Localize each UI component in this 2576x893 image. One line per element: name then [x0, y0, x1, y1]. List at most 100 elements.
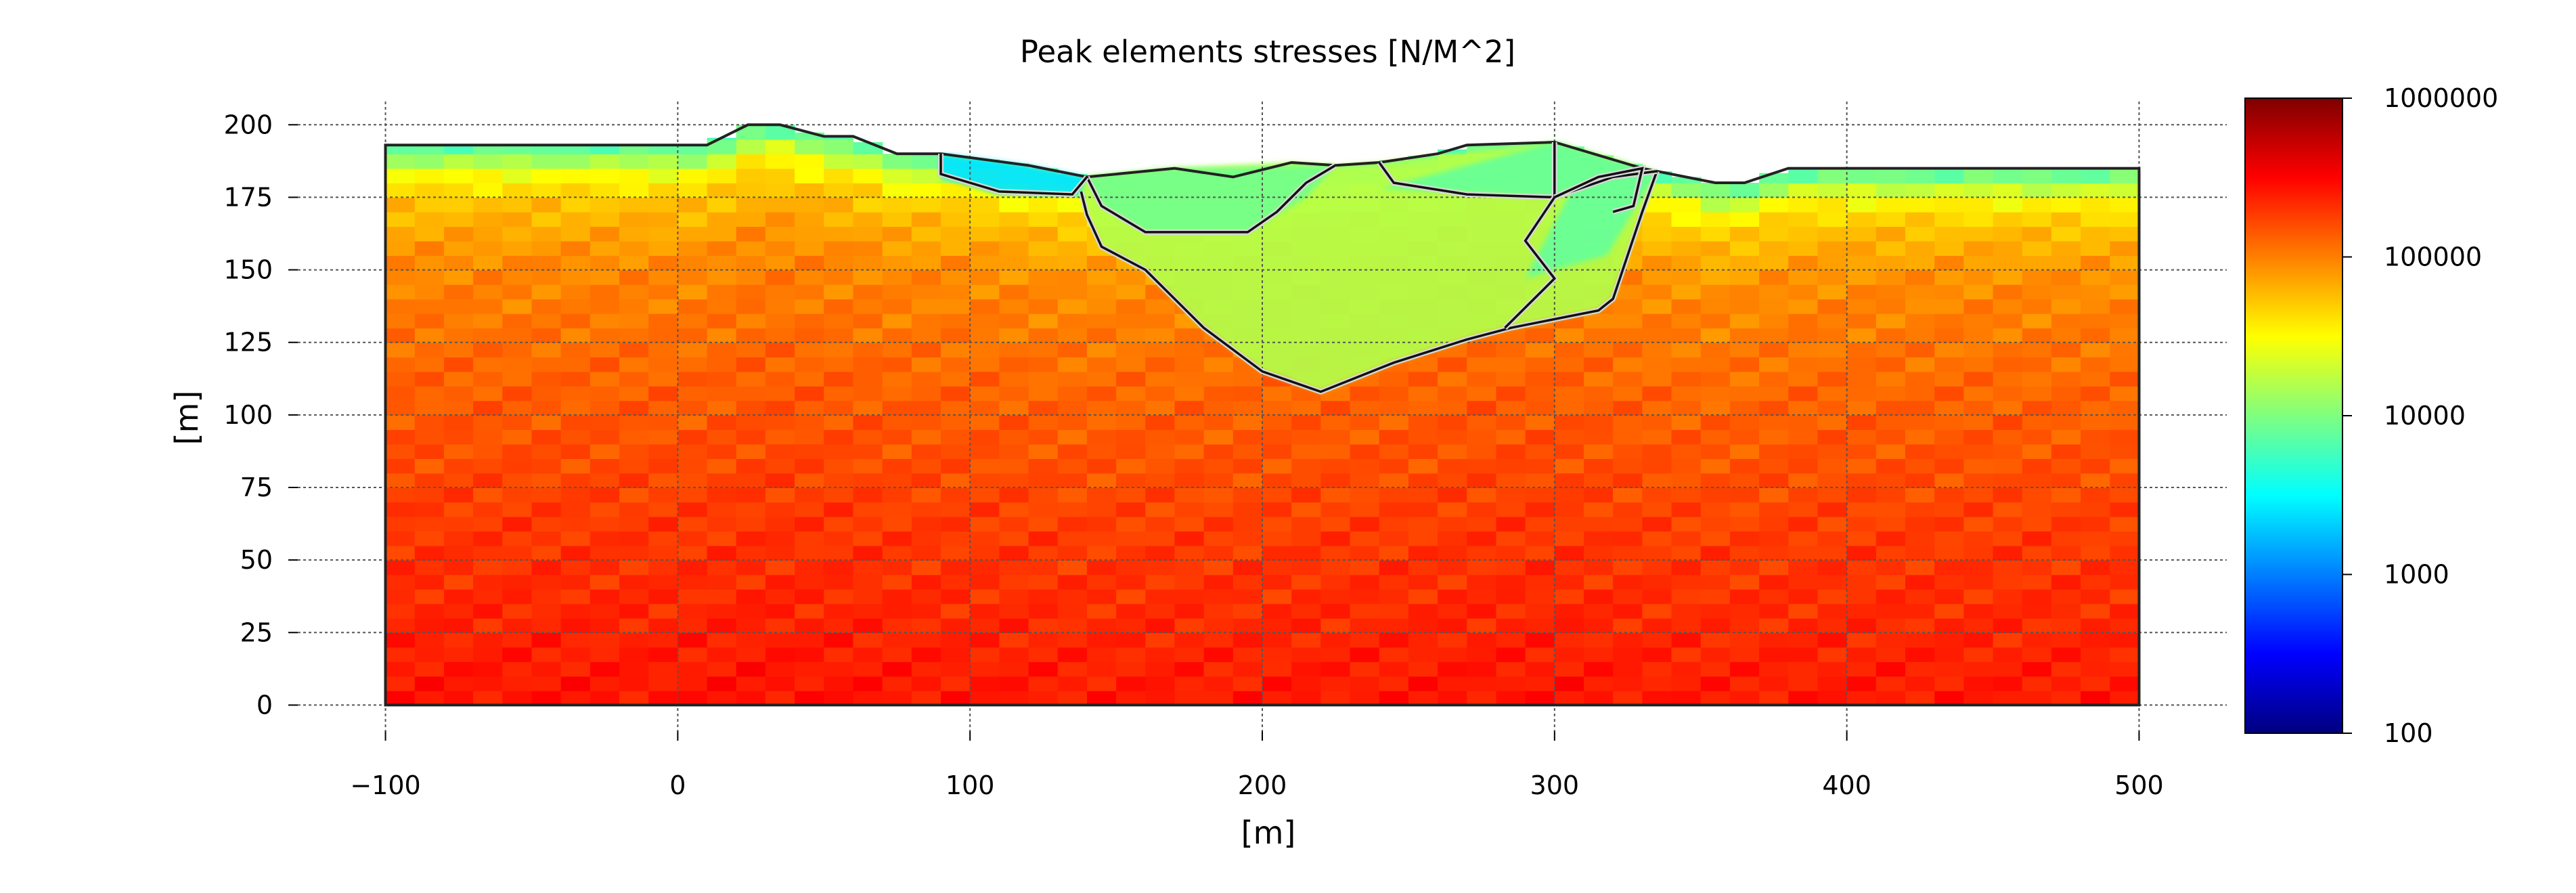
stress-cell [941, 429, 971, 444]
stress-cell [1496, 517, 1526, 531]
stress-cell [883, 226, 912, 241]
stress-cell [561, 458, 591, 473]
stress-cell [853, 429, 883, 444]
stress-cell [561, 343, 591, 357]
stress-cell [1993, 618, 2023, 633]
stress-cell [678, 560, 707, 575]
stress-cell [883, 575, 912, 590]
stress-cell [2022, 429, 2052, 444]
stress-cell [824, 458, 853, 473]
stress-cell [2022, 255, 2052, 270]
stress-cell [1438, 473, 1467, 488]
stress-cell [2051, 212, 2081, 227]
stress-cell [1350, 386, 1380, 401]
stress-cell [1467, 372, 1496, 387]
stress-cell [765, 589, 795, 604]
stress-cell [853, 400, 883, 415]
stress-cell [1087, 372, 1117, 387]
stress-cell [941, 270, 971, 285]
stress-cell [1087, 284, 1117, 299]
stress-cell [415, 343, 445, 357]
stress-cell [1526, 647, 1555, 662]
stress-cell [1116, 284, 1146, 299]
stress-cell [590, 502, 620, 517]
stress-cell [648, 676, 678, 691]
stress-cell [824, 386, 853, 401]
stress-cell [444, 400, 474, 415]
stress-cell [1993, 197, 2023, 212]
stress-cell [1320, 487, 1350, 502]
stress-cell [619, 603, 649, 618]
stress-cell [1233, 603, 1263, 618]
stress-cell [1934, 415, 1964, 430]
stress-cell [824, 400, 853, 415]
stress-cell [736, 647, 766, 662]
stress-cell [1905, 444, 1935, 459]
stress-cell [502, 154, 532, 169]
stress-cell [531, 575, 561, 590]
stress-cell [1438, 429, 1467, 444]
stress-cell [1174, 487, 1204, 502]
stress-cell [386, 328, 416, 343]
stress-cell [853, 386, 883, 401]
stress-cell [531, 458, 561, 473]
stress-cell [1467, 400, 1496, 415]
stress-cell [1087, 546, 1117, 561]
stress-cell [1116, 575, 1146, 590]
stress-cell [1174, 328, 1204, 343]
stress-cell [2110, 517, 2139, 531]
stress-cell [1408, 372, 1438, 387]
stress-cell [561, 255, 591, 270]
stress-cell [1320, 632, 1350, 647]
stress-cell [765, 473, 795, 488]
stress-cell [999, 429, 1029, 444]
stress-cell [1993, 575, 2023, 590]
stress-cell [502, 145, 532, 154]
stress-cell [502, 357, 532, 372]
stress-cell [590, 357, 620, 372]
stress-cell [1642, 241, 1672, 256]
stress-cell [1934, 197, 1964, 212]
stress-cell [853, 284, 883, 299]
stress-cell [1817, 458, 1847, 473]
stress-cell [999, 458, 1029, 473]
stress-cell [999, 603, 1029, 618]
stress-cell [561, 328, 591, 343]
stress-cell [1438, 502, 1467, 517]
stress-cell [1613, 618, 1643, 633]
stress-cell [678, 487, 707, 502]
stress-cell [1993, 241, 2023, 256]
stress-cell [1145, 546, 1175, 561]
stress-cell [1145, 328, 1175, 343]
stress-cell [473, 400, 503, 415]
stress-cell [1029, 647, 1059, 662]
stress-cell [1058, 691, 1088, 705]
stress-cell [590, 618, 620, 633]
stress-cell [1174, 691, 1204, 705]
stress-cell [1058, 676, 1088, 691]
stress-cell [531, 560, 561, 575]
x-tick-label: 0 [669, 770, 686, 800]
stress-cell [1379, 676, 1409, 691]
stress-cell [1233, 531, 1263, 546]
stress-cell [1788, 299, 1818, 313]
stress-cell [1730, 372, 1760, 387]
stress-cell [707, 575, 737, 590]
stress-cell [590, 197, 620, 212]
stress-cell [2110, 589, 2139, 604]
stress-cell [824, 372, 853, 387]
stress-cell [1788, 618, 1818, 633]
stress-cell [386, 487, 416, 502]
stress-cell [1555, 603, 1584, 618]
stress-cell [707, 343, 737, 357]
stress-cell [1233, 691, 1263, 705]
stress-cell [1116, 299, 1146, 313]
stress-cell [1526, 560, 1555, 575]
stress-cell [502, 691, 532, 705]
stress-cell [1642, 255, 1672, 270]
stress-cell [1262, 676, 1292, 691]
stress-cell [1876, 546, 1906, 561]
stress-cell [2081, 400, 2110, 415]
stress-cell [795, 531, 824, 546]
stress-cell [1730, 241, 1760, 256]
